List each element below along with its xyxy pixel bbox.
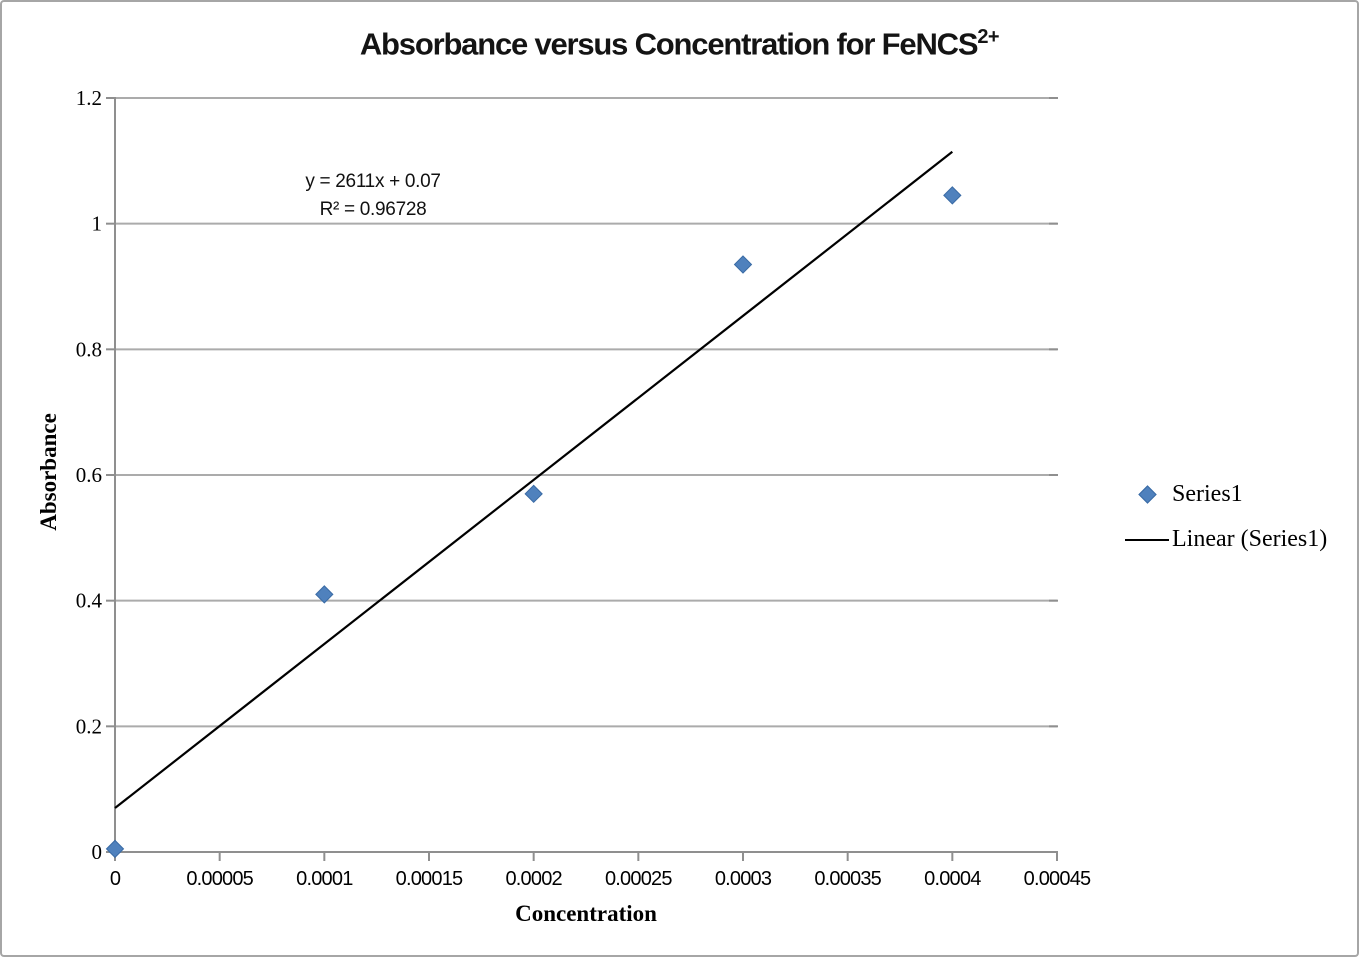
trendline-equation-line1: y = 2611x + 0.07 (305, 171, 441, 192)
data-point-marker (943, 186, 962, 205)
y-tick-label: 1 (92, 212, 103, 236)
trendline-equation: y = 2611x + 0.07 R² = 0.96728 (305, 168, 441, 224)
trendline-marker-icon (1125, 538, 1169, 541)
chart-title-superscript: 2+ (977, 26, 1000, 48)
x-tick-label: 0.0004 (924, 868, 981, 890)
x-tick-label: 0.00005 (186, 868, 253, 890)
x-tick-label: 0 (110, 868, 121, 890)
x-tick-label: 0.0001 (296, 868, 353, 890)
chart-title: Absorbance versus Concentration for FeNC… (2, 26, 1357, 62)
x-tick-label: 0.00045 (1024, 868, 1091, 890)
y-tick-label: 0 (92, 840, 103, 864)
data-point-marker (524, 484, 543, 504)
x-tick-label: 0.00015 (396, 868, 463, 890)
legend-item-series1: Series1 (1125, 472, 1327, 517)
data-point-marker (315, 585, 334, 604)
x-tick-label: 0.0002 (505, 868, 562, 890)
y-tick-label: 0.8 (76, 337, 102, 361)
y-axis-title: Absorbance (36, 413, 61, 531)
chart-title-text: Absorbance versus Concentration for FeNC… (359, 26, 979, 62)
trendline-r-squared: R² = 0.96728 (319, 199, 427, 220)
y-tick-label: 0.4 (76, 589, 103, 613)
trendline (114, 150, 954, 809)
x-tick-label: 0.00035 (814, 868, 881, 890)
y-tick-label: 1.2 (76, 86, 102, 110)
y-tick-label: 0.6 (76, 463, 102, 487)
data-point-marker (105, 839, 125, 859)
x-tick-label: 0.00025 (605, 868, 672, 890)
legend: Series1 Linear (Series1) (1125, 472, 1327, 562)
diamond-marker-icon (1137, 485, 1157, 504)
data-point-marker (733, 255, 753, 274)
legend-label-linear: Linear (Series1) (1172, 526, 1328, 552)
x-axis-title: Concentration (515, 901, 657, 926)
legend-label-series1: Series1 (1172, 481, 1243, 507)
y-tick-label: 0.2 (76, 714, 102, 738)
x-tick-label: 0.0003 (715, 868, 772, 890)
legend-item-linear: Linear (Series1) (1125, 517, 1327, 562)
